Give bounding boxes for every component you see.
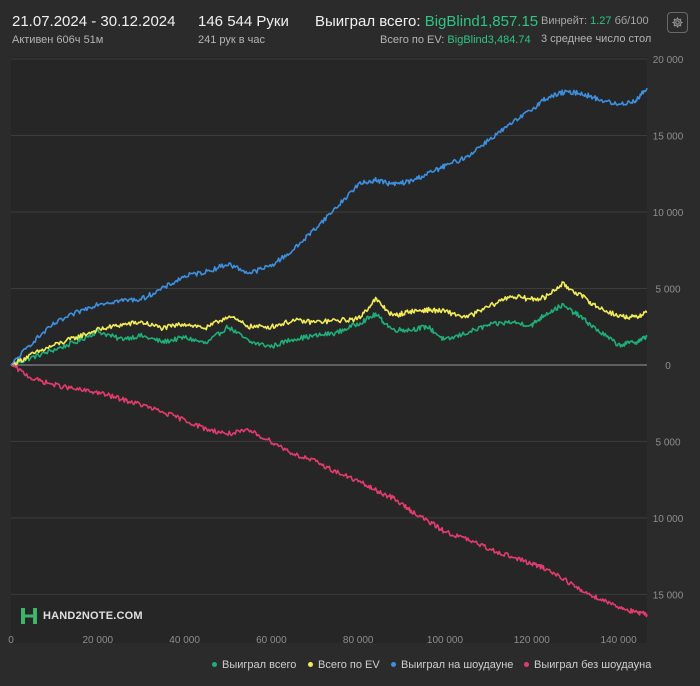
settings-button[interactable] bbox=[667, 12, 688, 33]
y-tick-label: 5 000 bbox=[655, 284, 680, 295]
x-tick-label: 20 000 bbox=[83, 635, 114, 646]
legend-label: Выиграл на шоудауне bbox=[401, 659, 514, 671]
ev-total: Всего по EV: BigBlind3,484.74 bbox=[380, 34, 531, 46]
y-tick-label: 0 bbox=[665, 361, 671, 372]
legend-dot-blue bbox=[391, 661, 396, 667]
series-lines bbox=[10, 87, 648, 618]
legend-label: Выиграл без шоудауна bbox=[534, 659, 652, 671]
y-tick-label: 15 000 bbox=[653, 590, 684, 601]
grid-lines bbox=[11, 58, 647, 595]
axis-ticks: 20 000 15 000 10 000 5 000 0 5 000 10 000 15 00… bbox=[8, 55, 684, 646]
y-tick-label: 20 000 bbox=[653, 55, 684, 66]
avg-tables-note: 3 среднее число стол bbox=[541, 33, 652, 45]
chart-area bbox=[11, 57, 647, 643]
series-line-3 bbox=[10, 364, 648, 618]
won-total-value: BigBlind1,857.15 bbox=[424, 13, 539, 30]
won-total-label: Выиграл всего: bbox=[315, 13, 421, 30]
series-line-1 bbox=[10, 281, 648, 366]
ev-total-value: BigBlind3,484.74 bbox=[447, 34, 531, 46]
x-tick-label: 140 000 bbox=[601, 635, 638, 646]
x-tick-label: 120 000 bbox=[514, 635, 551, 646]
hands-total: 146 544 Руки bbox=[198, 13, 289, 30]
x-tick-label: 80 000 bbox=[343, 635, 374, 646]
legend-dot-red bbox=[524, 661, 529, 667]
y-tick-label: 15 000 bbox=[653, 131, 684, 142]
x-tick-label: 60 000 bbox=[256, 635, 287, 646]
hand2note-logo-icon bbox=[21, 608, 37, 624]
legend-label: Выиграл всего bbox=[222, 659, 297, 671]
legend-label: Всего по EV bbox=[318, 659, 380, 671]
legend-item-non-showdown[interactable]: Выиграл без шоудауна bbox=[524, 659, 651, 671]
y-tick-label: 5 000 bbox=[655, 437, 680, 448]
hand2note-logo: HAND2NOTE.COM bbox=[20, 607, 143, 625]
won-total: Выиграл всего: BigBlind1,857.15 bbox=[315, 13, 538, 30]
legend-item-ev-total[interactable]: Всего по EV bbox=[308, 659, 380, 671]
legend-item-won-total[interactable]: Выиграл всего bbox=[212, 659, 296, 671]
active-time: Активен 606ч 51м bbox=[12, 34, 104, 46]
y-tick-label: 10 000 bbox=[653, 514, 684, 525]
winrate-unit: бб/100 bbox=[614, 15, 649, 27]
legend-dot-green bbox=[212, 661, 217, 667]
x-tick-label: 100 000 bbox=[427, 635, 464, 646]
series-line-2 bbox=[10, 87, 648, 366]
legend-dot-yellow bbox=[308, 661, 313, 667]
logo-text: HAND2NOTE.COM bbox=[43, 610, 143, 622]
x-tick-label: 0 bbox=[8, 635, 14, 646]
winrate-value: 1.27 bbox=[590, 15, 612, 27]
y-tick-label: 10 000 bbox=[653, 208, 684, 219]
date-range: 21.07.2024 - 30.12.2024 bbox=[12, 13, 176, 30]
winrate-label: Винрейт: bbox=[541, 15, 588, 27]
ev-total-label: Всего по EV: bbox=[380, 34, 445, 46]
hands-per-hour: 241 рук в час bbox=[198, 34, 266, 46]
series-line-0 bbox=[10, 302, 648, 366]
legend-item-showdown[interactable]: Выиграл на шоудауне bbox=[391, 659, 513, 671]
x-tick-label: 40 000 bbox=[169, 635, 200, 646]
winrate: Винрейт: 1.27 бб/100 bbox=[541, 15, 649, 27]
gear-icon bbox=[672, 17, 683, 28]
